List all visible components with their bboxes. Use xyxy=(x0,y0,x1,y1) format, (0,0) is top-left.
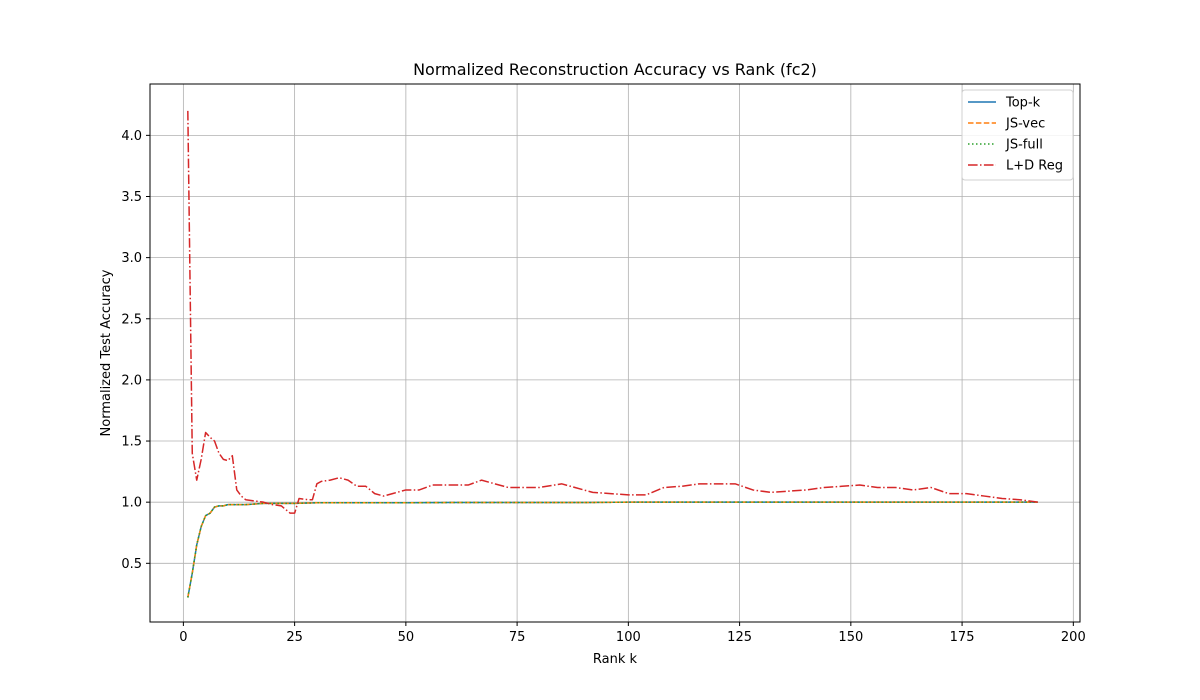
series-line-4 xyxy=(187,110,1038,514)
x-tick-label: 100 xyxy=(616,630,641,645)
x-tick-label: 125 xyxy=(727,630,752,645)
series-line-3 xyxy=(187,501,1038,598)
x-tick-label: 0 xyxy=(179,630,187,645)
legend-label: Top-k xyxy=(1005,96,1041,111)
y-tick-label: 3.5 xyxy=(121,190,142,205)
y-axis-label: Normalized Test Accuracy xyxy=(99,269,114,436)
plot-frame xyxy=(149,83,1081,623)
x-tick-label: 175 xyxy=(950,630,975,645)
y-tick-label: 3.0 xyxy=(121,251,142,266)
legend-box xyxy=(961,89,1074,181)
chart-title: Normalized Reconstruction Accuracy vs Ra… xyxy=(413,60,817,79)
y-tick-label: 4.0 xyxy=(121,129,142,144)
x-tick-label: 150 xyxy=(838,630,863,645)
y-tick-label: 1.0 xyxy=(121,496,142,511)
x-axis-label: Rank k xyxy=(593,652,638,667)
y-tick-label: 0.5 xyxy=(121,557,142,572)
axis-ticks: 0 25 50 75 100 125 150 175 200 0.5 1.0 1.5 2.0 2.5 3.0… xyxy=(121,129,1085,645)
legend-label: L+D Reg xyxy=(1006,159,1063,174)
x-tick-label: 200 xyxy=(1061,630,1086,645)
y-tick-label: 2.5 xyxy=(121,312,142,327)
legend-label: JS-full xyxy=(1005,138,1043,153)
x-tick-label: 25 xyxy=(286,630,303,645)
y-tick-label: 2.0 xyxy=(121,373,142,388)
legend: Top-k JS-vec JS-full L+D Reg xyxy=(961,89,1074,181)
legend-label: JS-vec xyxy=(1005,117,1045,132)
series-line-2 xyxy=(187,501,1038,598)
y-tick-label: 1.5 xyxy=(121,435,142,450)
x-tick-label: 50 xyxy=(398,630,415,645)
x-tick-label: 75 xyxy=(509,630,526,645)
series-lines xyxy=(187,110,1038,598)
